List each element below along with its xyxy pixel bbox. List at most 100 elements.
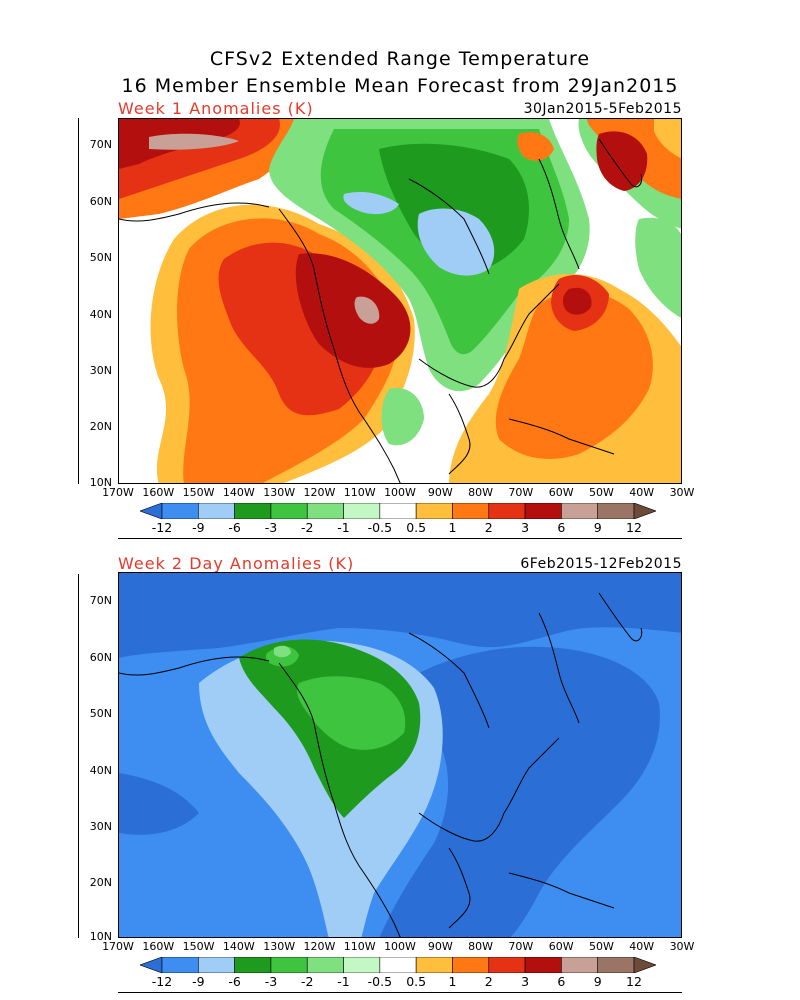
week2-colorbar-swatch [561, 956, 598, 974]
p2-lat-30: 30N [89, 820, 112, 833]
week1-colorbar-swatch [306, 502, 344, 520]
panel2-side-line [78, 574, 79, 938]
week1-colorbar-label: 2 [484, 520, 493, 535]
separator-line-2 [118, 992, 682, 993]
p2-lat-20: 20N [89, 876, 112, 889]
panel1-label: Week 1 Anomalies (K) [118, 99, 314, 118]
week1-anomaly-map [118, 118, 682, 484]
separator-line-1 [118, 538, 682, 539]
week1-colorbar-swatch [379, 502, 417, 520]
p2-lat-10: 10N [89, 930, 112, 943]
week2-colorbar-swatch [270, 956, 308, 974]
p1-lon-label: 40W [629, 486, 655, 499]
p1-lon-label: 130W [263, 486, 296, 499]
week2-colorbar-label: 1 [448, 974, 457, 989]
week1-colorbar-label: -6 [228, 520, 241, 535]
p1-lon-label: 150W [182, 486, 215, 499]
week2-colorbar-svg [139, 956, 657, 974]
week2-colorbar-label: 12 [626, 974, 642, 989]
week2-colorbar-swatch [488, 956, 526, 974]
p2-lon-label: 120W [303, 940, 336, 953]
week2-colorbar-swatch [234, 956, 272, 974]
week2-colorbar-label: -2 [300, 974, 314, 989]
p2-lat-40: 40N [89, 764, 112, 777]
p2-lon-label: 100W [384, 940, 416, 953]
week1-colorbar-label: -12 [151, 520, 173, 535]
p1-lat-50: 50N [89, 251, 112, 264]
week1-colorbar-swatch [452, 502, 490, 520]
week2-colorbar-swatch [306, 956, 344, 974]
chart-title-line2: 16 Member Ensemble Mean Forecast from 29… [121, 75, 679, 97]
p2-lon-label: 110W [343, 940, 376, 953]
week1-colorbar-swatch [524, 502, 562, 520]
week2-colorbar-lower-triangle [139, 956, 163, 974]
p2-lon-label: 50W [588, 940, 614, 953]
week2-colorbar-swatch [524, 956, 562, 974]
week2-colorbar-swatch [198, 956, 235, 974]
week2-anomaly-map [118, 572, 682, 938]
week2-colorbar-swatch [161, 956, 199, 974]
p1-lat-20: 20N [89, 420, 112, 433]
p1-lon-label: 110W [343, 486, 376, 499]
p1-lon-label: 170W [102, 486, 134, 499]
week1-colorbar-label: -1 [337, 520, 350, 535]
week1-colorbar-swatch [270, 502, 308, 520]
p1-lon-label: 120W [303, 486, 336, 499]
week2-colorbar-swatch [343, 956, 381, 974]
p2-lat-70: 70N [89, 594, 112, 607]
week1-colorbar-upper-triangle [633, 502, 657, 520]
p1-lat-60: 60N [89, 195, 112, 208]
week1-colorbar-swatch [234, 502, 272, 520]
p1-lon-label: 100W [384, 486, 416, 499]
p2-lon-label: 130W [263, 940, 296, 953]
week1-colorbar-swatch [597, 502, 635, 520]
colorbar-week1 [139, 502, 657, 520]
week2-colorbar-label: 2 [484, 974, 493, 989]
week2-colorbar-label: 3 [521, 974, 530, 989]
p2-lon-label: 40W [629, 940, 655, 953]
p1-lat-10: 10N [89, 476, 112, 489]
week1-colorbar-swatch [161, 502, 199, 520]
week2-colorbar-label: -0.5 [367, 974, 393, 989]
week1-colorbar-label: 1 [448, 520, 457, 535]
p2-lon-label: 70W [508, 940, 534, 953]
week1-colorbar-label: 3 [521, 520, 530, 535]
week1-colorbar-label: 9 [593, 520, 602, 535]
p2-lon-label: 80W [468, 940, 493, 953]
week2-colorbar-label: -9 [192, 974, 205, 989]
week1-colorbar-swatch [198, 502, 235, 520]
p2-lon-label: 140W [222, 940, 255, 953]
week2-colorbar-label: -12 [151, 974, 173, 989]
week2-colorbar-upper-triangle [633, 956, 657, 974]
week1-colorbar-swatch [343, 502, 381, 520]
week2-colorbar-label: 9 [593, 974, 602, 989]
p1-lon-label: 140W [222, 486, 255, 499]
week2-colorbar-swatch [415, 956, 453, 974]
panel1-side-line [78, 118, 79, 484]
week1-colorbar-svg [139, 502, 657, 520]
p2-lon-label: 30W [669, 940, 695, 953]
week2-colorbar-swatch [597, 956, 635, 974]
p1-lon-label: 60W [548, 486, 574, 499]
week2-colorbar-swatch [452, 956, 490, 974]
p2-lon-label: 160W [142, 940, 175, 953]
week1-colorbar-label: 12 [626, 520, 642, 535]
p2-lon-label: 60W [548, 940, 574, 953]
p1-lon-label: 70W [508, 486, 534, 499]
p2-lon-label: 170W [102, 940, 134, 953]
p2-lon-label: 90W [427, 940, 453, 953]
panel2-dates: 6Feb2015-12Feb2015 [520, 556, 682, 572]
week1-colorbar-label: 6 [557, 520, 566, 535]
p1-lat-70: 70N [89, 138, 112, 151]
week1-colorbar-label: -0.5 [367, 520, 393, 535]
week1-colorbar-label: -9 [192, 520, 205, 535]
p2-lat-50: 50N [89, 707, 112, 720]
p2-lat-60: 60N [89, 651, 112, 664]
week2-colorbar-label: 0.5 [406, 974, 427, 989]
week2-colorbar-label: -1 [337, 974, 350, 989]
week1-colorbar-label: -3 [264, 520, 278, 535]
week1-colorbar-label: 0.5 [406, 520, 427, 535]
week1-colorbar-swatch [488, 502, 526, 520]
panel1-dates: 30Jan2015-5Feb2015 [523, 101, 682, 117]
week1-colorbar-label: -2 [300, 520, 314, 535]
